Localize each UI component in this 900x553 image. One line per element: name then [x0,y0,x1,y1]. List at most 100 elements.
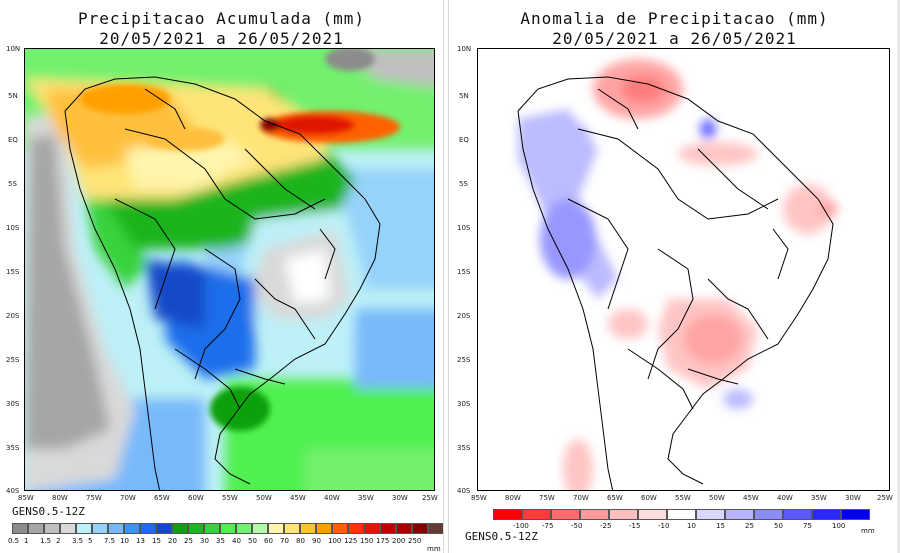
colorbar-tick-label: 50 [248,537,257,545]
lat-label: EQ [459,136,469,144]
left-unit-label: mm [427,545,441,553]
lon-label: 80W [52,494,68,502]
lon-label: 35W [358,494,374,502]
lat-label: 10N [457,45,472,53]
panel-divider [443,0,449,553]
colorbar-tick-label: 200 [392,537,406,545]
accumulated-precipitation-panel: Precipitacao Acumulada (mm) 20/05/2021 a… [0,0,444,553]
lon-label: 65W [607,494,623,502]
lon-label: 65W [154,494,170,502]
colorbar-tick-label: -10 [658,522,670,530]
colorbar-tick-label: 35 [216,537,225,545]
lon-label: 25W [877,494,893,502]
lat-label: EQ [8,136,18,144]
colorbar-swatch [92,523,108,534]
lon-label: 85W [471,494,487,502]
left-title: Precipitacao Acumulada (mm) [77,9,366,28]
colorbar-tick-label: 100 [328,537,342,545]
colorbar-swatch [580,509,609,520]
colorbar-swatch [696,509,725,520]
colorbar-swatch [364,523,380,534]
colorbar-swatch [841,509,870,520]
lon-label: 75W [86,494,102,502]
lat-label: 20S [457,312,471,320]
lon-label: 50W [256,494,272,502]
colorbar-swatch [252,523,268,534]
colorbar-swatch [380,523,396,534]
colorbar-tick-label: -50 [571,522,583,530]
lat-label: 5N [459,92,469,100]
lon-label: 45W [290,494,306,502]
colorbar-tick-label: 5 [88,537,93,545]
colorbar-tick-label: 60 [264,537,273,545]
lat-label: 30S [6,400,20,408]
left-model-label: GENS0.5-12Z [12,505,85,518]
lon-label: 25W [422,494,438,502]
colorbar-tick-label: 3.5 [72,537,84,545]
colorbar-tick-label: 2 [56,537,61,545]
window-scrollbar[interactable] [897,0,900,553]
lon-label: 35W [811,494,827,502]
colorbar-swatch [551,509,580,520]
colorbar-tick-label: -75 [542,522,554,530]
colorbar-tick-label: 20 [168,537,177,545]
colorbar-tick-label: 250 [408,537,422,545]
lat-label: 5S [459,180,468,188]
right-unit-label: mm [861,527,875,535]
lat-label: 5N [8,92,18,100]
colorbar-tick-label: -25 [600,522,612,530]
lat-label: 40S [6,487,20,495]
colorbar-swatch [12,523,28,534]
colorbar-tick-label: 40 [232,537,241,545]
colorbar-swatch [332,523,348,534]
colorbar-swatch [754,509,783,520]
lon-label: 85W [18,494,34,502]
colorbar-swatch [609,509,638,520]
lat-label: 40S [457,487,471,495]
colorbar-tick-label: 50 [774,522,783,530]
colorbar-tick-label: 150 [360,537,374,545]
colorbar-tick-label: 15 [152,537,161,545]
colorbar-tick-label: 70 [280,537,289,545]
lat-label: 15S [457,268,471,276]
lat-label: 5S [8,180,17,188]
colorbar-swatch [667,509,696,520]
lon-label: 80W [505,494,521,502]
colorbar-swatch [783,509,812,520]
lat-label: 25S [457,356,471,364]
lon-label: 55W [675,494,691,502]
colorbar-swatch [396,523,412,534]
right-subtitle: 20/05/2021 a 26/05/2021 [552,29,797,48]
lat-label: 20S [6,312,20,320]
colorbar-swatch [204,523,220,534]
colorbar-swatch [140,523,156,534]
colorbar-tick-label: 1 [24,537,29,545]
colorbar-swatch [220,523,236,534]
colorbar-swatch [300,523,316,534]
colorbar-swatch [316,523,332,534]
lat-label: 10S [457,224,471,232]
lat-label: 15S [6,268,20,276]
left-subtitle: 20/05/2021 a 26/05/2021 [99,29,344,48]
lon-label: 45W [743,494,759,502]
lon-label: 40W [324,494,340,502]
lon-label: 30W [845,494,861,502]
colorbar-swatch [28,523,44,534]
colorbar-swatch [44,523,60,534]
colorbar-swatch [348,523,364,534]
precipitation-anomaly-map [477,48,890,491]
colorbar-tick-label: 15 [716,522,725,530]
colorbar-swatch [522,509,551,520]
colorbar-tick-label: 100 [832,522,846,530]
colorbar-swatch [725,509,754,520]
colorbar-tick-label: -100 [513,522,529,530]
colorbar-tick-label: 7.5 [104,537,116,545]
accumulated-precipitation-map [24,48,435,491]
colorbar-swatch [812,509,841,520]
right-title: Anomalia de Precipitacao (mm) [520,9,829,28]
colorbar-tick-label: 30 [200,537,209,545]
lat-label: 10N [6,45,21,53]
colorbar-tick-label: 75 [803,522,812,530]
colorbar-swatch [188,523,204,534]
colorbar-tick-label: -15 [629,522,641,530]
